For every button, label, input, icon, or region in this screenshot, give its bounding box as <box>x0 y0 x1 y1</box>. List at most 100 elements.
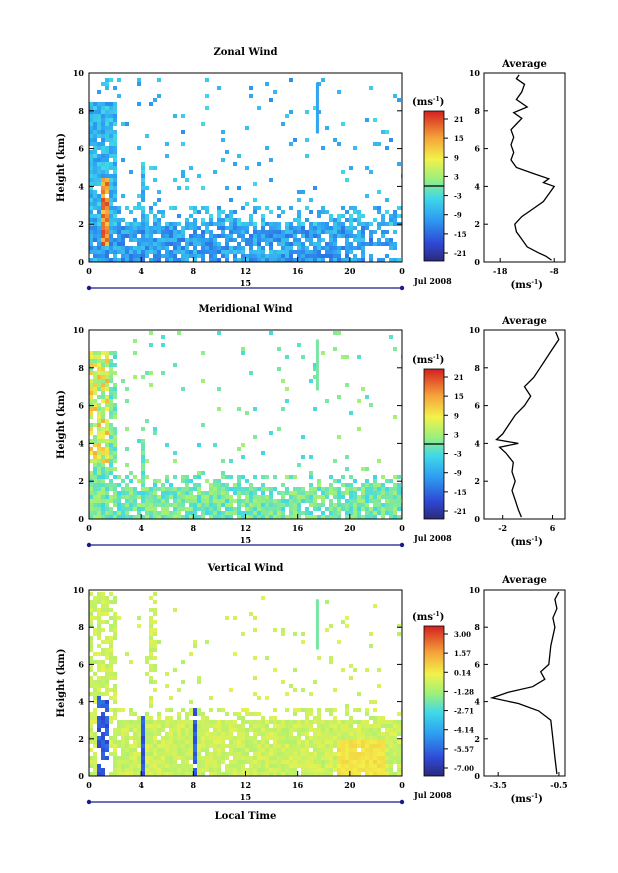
heatmap-cell <box>161 230 165 234</box>
heatmap-cell <box>101 114 105 118</box>
heatmap-cell <box>353 511 357 515</box>
heatmap-cell <box>305 752 309 756</box>
heatmap-cell <box>233 499 237 503</box>
heatmap-cell <box>257 238 261 242</box>
heatmap-cell <box>125 399 129 403</box>
heatmap-cell <box>93 764 97 768</box>
heatmap-cell <box>133 728 137 732</box>
heatmap-cell <box>317 230 321 234</box>
heatmap-cell <box>125 222 129 226</box>
heatmap-cell <box>297 511 301 515</box>
heatmap-cell <box>109 110 113 114</box>
heatmap-cell <box>153 612 157 616</box>
heatmap-cell <box>97 359 101 363</box>
heatmap-cell <box>349 716 353 720</box>
heatmap-cell <box>325 740 329 744</box>
heatmap-cell <box>209 230 213 234</box>
heatmap-cell <box>313 487 317 491</box>
heatmap-cell <box>189 768 193 772</box>
heatmap-cell <box>317 760 321 764</box>
y-tick-label: 0 <box>78 257 84 267</box>
heatmap-cell <box>237 716 241 720</box>
heatmap-cell <box>97 692 101 696</box>
heatmap-cell <box>157 712 161 716</box>
heatmap-cell <box>393 222 397 226</box>
heatmap-cell <box>145 503 149 507</box>
heatmap-cell <box>217 768 221 772</box>
heatmap-cell <box>141 495 145 499</box>
heatmap-cell <box>285 487 289 491</box>
heatmap-cell <box>141 254 145 258</box>
heatmap-cell <box>253 503 257 507</box>
heatmap-cell <box>117 760 121 764</box>
heatmap-cell <box>125 724 129 728</box>
heatmap-cell <box>257 732 261 736</box>
heatmap-cell <box>181 728 185 732</box>
heatmap-cell <box>97 427 101 431</box>
heatmap-cell <box>105 684 109 688</box>
heatmap-cell <box>129 495 133 499</box>
heatmap-cell <box>205 511 209 515</box>
heatmap-cell <box>361 387 365 391</box>
heatmap-cell <box>229 720 233 724</box>
heatmap-cell <box>349 206 353 210</box>
heatmap-cell <box>361 258 365 262</box>
heatmap-cell <box>137 760 141 764</box>
heatmap-cell <box>189 487 193 491</box>
heatmap-cell <box>281 680 285 684</box>
heatmap-cell <box>189 708 193 712</box>
heatmap-cell <box>169 250 173 254</box>
heatmap-cell <box>101 206 105 210</box>
heatmap-cell <box>229 503 233 507</box>
heatmap-cell <box>153 427 157 431</box>
heatmap-cell <box>217 724 221 728</box>
heatmap-cell <box>109 78 113 82</box>
heatmap-cell <box>381 744 385 748</box>
heatmap-cell <box>189 720 193 724</box>
heatmap-cell <box>161 238 165 242</box>
heatmap-cell <box>337 226 341 230</box>
heatmap-cell <box>89 499 93 503</box>
heatmap-cell <box>225 724 229 728</box>
heatmap-cell <box>329 238 333 242</box>
heatmap-cell <box>353 768 357 772</box>
heatmap-cell <box>277 214 281 218</box>
heatmap-cell <box>101 467 105 471</box>
heatmap-cell <box>193 772 197 776</box>
heatmap-cell <box>129 507 133 511</box>
x-tick-label: 8 <box>191 266 197 276</box>
heatmap-cell <box>141 475 145 479</box>
heatmap-cell <box>141 222 145 226</box>
heatmap-cell <box>141 716 145 720</box>
heatmap-cell <box>349 495 353 499</box>
heatmap-cell <box>185 712 189 716</box>
heatmap-cell <box>97 258 101 262</box>
heatmap-cell <box>97 668 101 672</box>
heatmap-cell <box>209 507 213 511</box>
heatmap-cell <box>229 760 233 764</box>
heatmap-cell <box>101 234 105 238</box>
heatmap-cell <box>93 744 97 748</box>
heatmap-cell <box>113 515 117 519</box>
heatmap-cell <box>149 250 153 254</box>
heatmap-cell <box>165 507 169 511</box>
heatmap-cell <box>233 764 237 768</box>
heatmap-cell <box>113 154 117 158</box>
heatmap-cell <box>377 740 381 744</box>
heatmap-cell <box>285 238 289 242</box>
heatmap-cell <box>269 744 273 748</box>
heatmap-cell <box>273 740 277 744</box>
heatmap-cell <box>213 728 217 732</box>
heatmap-cell <box>93 158 97 162</box>
heatmap-cell <box>125 736 129 740</box>
heatmap-cell <box>345 483 349 487</box>
heatmap-cell <box>301 752 305 756</box>
heatmap-cell <box>89 355 93 359</box>
heatmap-cell <box>257 744 261 748</box>
heatmap-cell <box>89 447 93 451</box>
heatmap-cell <box>89 174 93 178</box>
heatmap-cell <box>121 487 125 491</box>
colorbar-tick-label: -15 <box>454 488 467 497</box>
average-x-tick-label: -3.5 <box>490 780 507 790</box>
heatmap-cell <box>97 463 101 467</box>
